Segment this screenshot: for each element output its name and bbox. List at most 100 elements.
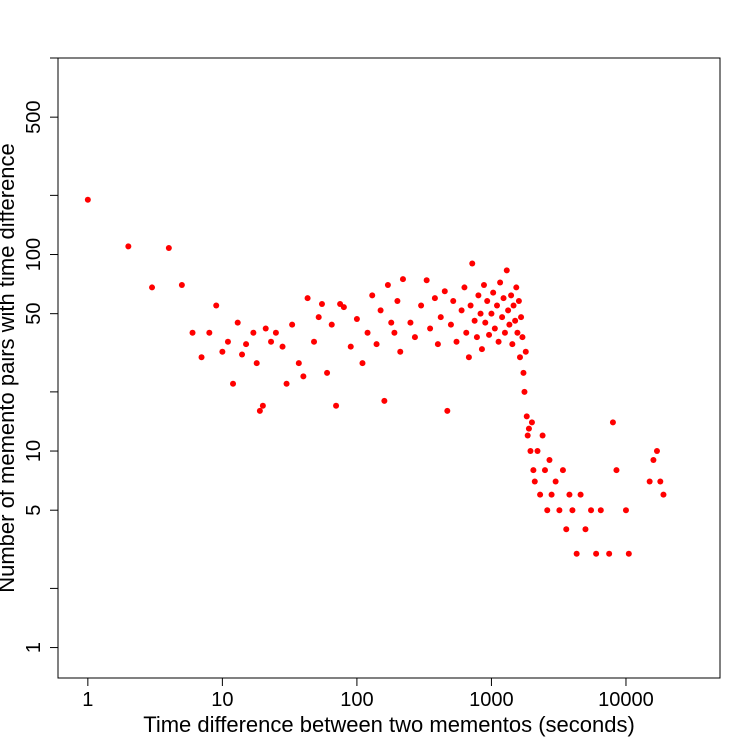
data-point	[279, 343, 286, 350]
data-point	[340, 304, 347, 311]
data-point	[471, 317, 478, 324]
data-point	[500, 295, 507, 302]
data-point	[219, 348, 226, 355]
data-point	[84, 196, 91, 203]
data-point	[467, 302, 474, 309]
data-point	[513, 284, 520, 291]
data-point	[523, 413, 530, 420]
data-point	[256, 407, 263, 414]
data-point	[597, 507, 604, 514]
y-tick-label: 5	[23, 505, 45, 516]
data-point	[198, 354, 205, 361]
data-point	[450, 298, 457, 305]
data-point	[573, 550, 580, 557]
data-point	[657, 478, 664, 485]
data-point	[660, 491, 667, 498]
data-point	[541, 467, 548, 474]
data-point	[484, 298, 491, 305]
data-point	[324, 369, 331, 376]
data-point	[318, 301, 325, 308]
data-point	[206, 329, 213, 336]
data-point	[262, 325, 269, 332]
data-point	[653, 448, 660, 455]
data-point	[304, 295, 311, 302]
data-point	[509, 341, 516, 348]
data-point	[250, 329, 257, 336]
data-point	[407, 319, 414, 326]
data-point	[259, 402, 266, 409]
data-point	[353, 315, 360, 322]
x-tick-label: 10000	[598, 689, 654, 711]
data-point	[531, 478, 538, 485]
data-point	[165, 244, 172, 251]
data-point	[544, 507, 551, 514]
data-point	[524, 432, 531, 439]
data-point	[519, 334, 526, 341]
y-axis: 1 5 10 50 100 500	[23, 57, 58, 653]
data-point	[497, 279, 504, 286]
data-point	[528, 419, 535, 426]
y-tick-label: 10	[23, 440, 45, 462]
data-point	[447, 321, 454, 328]
data-point	[253, 360, 260, 367]
data-point	[490, 289, 497, 296]
data-point	[359, 360, 366, 367]
plot-frame	[57, 57, 721, 679]
data-point	[477, 310, 484, 317]
data-point	[508, 292, 515, 299]
data-point	[609, 419, 616, 426]
data-point	[514, 329, 521, 336]
data-point	[613, 467, 620, 474]
data-point	[373, 341, 380, 348]
data-point	[230, 380, 237, 387]
data-point	[377, 307, 384, 314]
data-point	[458, 307, 465, 314]
data-point	[588, 507, 595, 514]
data-point	[521, 388, 528, 395]
data-point	[149, 284, 156, 291]
data-point	[646, 478, 653, 485]
data-point	[525, 425, 532, 432]
data-point	[482, 319, 489, 326]
data-point	[548, 491, 555, 498]
data-point	[465, 354, 472, 361]
data-point	[516, 354, 523, 361]
data-point	[577, 491, 584, 498]
data-point	[478, 346, 485, 353]
data-point	[224, 338, 231, 345]
data-point	[515, 298, 522, 305]
data-point	[512, 317, 519, 324]
y-tick-label: 100	[23, 238, 45, 271]
data-point	[473, 334, 480, 341]
data-point	[189, 329, 196, 336]
y-axis-label: Number of memento pairs with time differ…	[0, 143, 19, 593]
data-point	[268, 338, 275, 345]
data-point	[556, 507, 563, 514]
data-point	[469, 260, 476, 267]
data-point	[328, 321, 335, 328]
data-point	[347, 343, 354, 350]
data-points	[84, 196, 667, 557]
data-point	[539, 432, 546, 439]
data-point	[418, 302, 425, 309]
data-point	[381, 397, 388, 404]
data-point	[315, 314, 322, 321]
data-point	[333, 402, 340, 409]
data-point	[243, 341, 250, 348]
data-point	[534, 448, 541, 455]
data-point	[444, 407, 451, 414]
x-tick-label: 1	[82, 689, 93, 711]
data-point	[463, 329, 470, 336]
data-point	[650, 457, 657, 464]
x-tick-label: 100	[340, 689, 373, 711]
data-point	[434, 341, 441, 348]
data-point	[369, 292, 376, 299]
data-point	[394, 298, 401, 305]
x-tick-label: 1000	[469, 689, 514, 711]
data-point	[569, 507, 576, 514]
data-point	[461, 284, 468, 291]
x-axis: 1 10 100 1000 10000	[82, 678, 654, 711]
data-point	[272, 329, 279, 336]
data-point	[427, 325, 434, 332]
